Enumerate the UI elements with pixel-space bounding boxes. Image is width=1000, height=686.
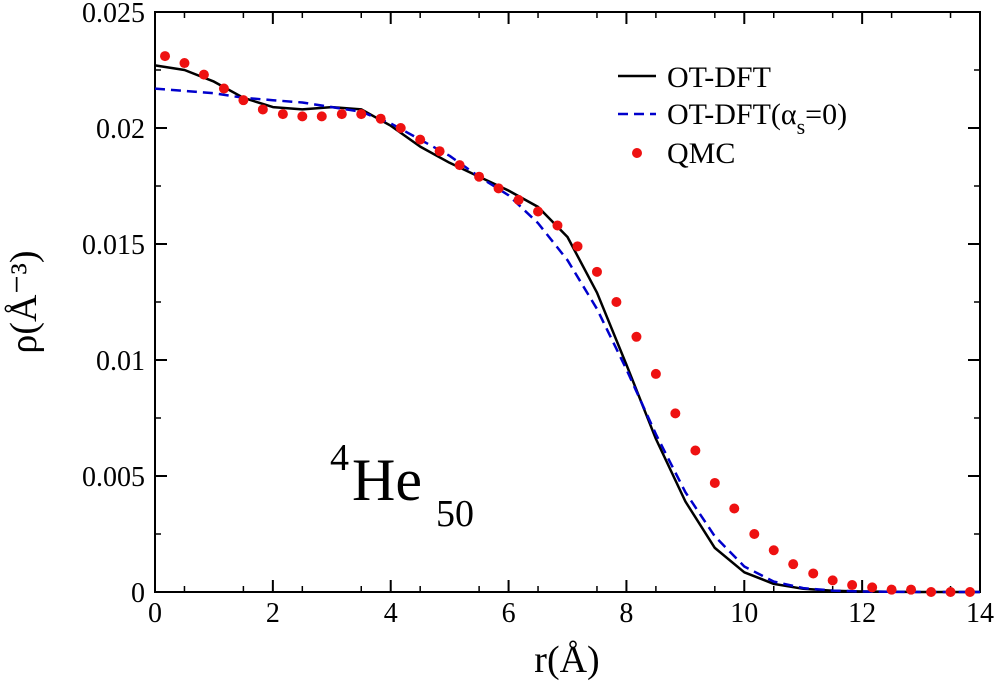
x-tick-label: 6 <box>502 598 516 629</box>
qmc-point <box>867 582 878 593</box>
qmc-point <box>552 220 563 231</box>
qmc-point <box>257 104 268 115</box>
qmc-point <box>906 584 917 595</box>
qmc-point <box>316 111 327 122</box>
qmc-point <box>886 584 897 595</box>
y-axis: 0 0.005 0.01 0.015 0.02 0.025 <box>82 0 980 609</box>
legend-label-ot-dft-alpha: OT-DFT(αs=0) <box>667 98 847 139</box>
legend-label-qmc: QMC <box>667 137 735 170</box>
qmc-point <box>631 331 642 342</box>
plot-frame <box>154 11 981 593</box>
y-tick-label: 0.025 <box>82 0 145 29</box>
qmc-point <box>847 580 858 591</box>
qmc-point <box>513 194 524 205</box>
x-tick-label: 4 <box>384 598 398 629</box>
annotation-superscript: 4 <box>330 437 349 479</box>
qmc-point <box>238 95 249 106</box>
ot-dft-alpha-zero-line <box>154 87 980 594</box>
qmc-point <box>768 545 779 556</box>
y-tick-label: 0 <box>131 578 145 609</box>
qmc-point <box>788 559 799 570</box>
legend: OT-DFT OT-DFT(αs=0) QMC <box>618 61 847 170</box>
x-tick-label: 12 <box>848 598 876 629</box>
x-tick-label: 2 <box>266 598 280 629</box>
qmc-point <box>198 69 209 80</box>
legend-swatch-qmc <box>632 148 642 158</box>
qmc-point <box>375 113 386 124</box>
qmc-point <box>297 111 308 122</box>
qmc-point <box>336 109 347 120</box>
qmc-point <box>591 266 602 277</box>
qmc-point <box>945 587 956 597</box>
qmc-point <box>611 297 622 307</box>
qmc-point <box>670 408 681 419</box>
qmc-point <box>808 568 819 579</box>
qmc-point <box>356 109 367 120</box>
qmc-point <box>434 146 445 157</box>
qmc-point <box>474 171 485 182</box>
qmc-point <box>650 368 661 379</box>
cluster-annotation: 4 He 50 <box>330 437 474 535</box>
qmc-point <box>709 477 720 488</box>
qmc-point <box>415 134 426 145</box>
legend-label-ot-dft: OT-DFT <box>667 61 771 94</box>
x-tick-label: 0 <box>148 598 162 629</box>
x-tick-label: 10 <box>730 598 758 629</box>
x-tick-label: 14 <box>966 598 994 629</box>
qmc-point <box>493 183 504 194</box>
qmc-point <box>926 587 937 597</box>
y-tick-label: 0.01 <box>96 346 145 377</box>
qmc-point <box>395 123 406 133</box>
annotation-main: He <box>352 447 422 513</box>
qmc-point <box>533 206 544 217</box>
qmc-point <box>964 587 975 597</box>
qmc-point <box>454 160 465 171</box>
series-layer <box>154 51 980 597</box>
qmc-point <box>160 51 171 62</box>
x-axis-label: r(Å) <box>534 639 599 681</box>
qmc-point <box>729 503 740 514</box>
qmc-point <box>690 445 701 456</box>
y-tick-label: 0.005 <box>82 462 145 493</box>
qmc-point <box>749 529 760 539</box>
y-tick-label: 0.015 <box>82 230 145 261</box>
y-tick-label: 0.02 <box>96 114 145 145</box>
qmc-point <box>277 109 288 120</box>
ot-dft-line <box>154 64 980 594</box>
annotation-subscript: 50 <box>436 493 474 535</box>
qmc-point <box>218 83 229 94</box>
qmc-point <box>827 575 838 586</box>
qmc-point <box>572 241 583 252</box>
qmc-point <box>179 58 190 69</box>
x-axis: 0 2 4 6 8 10 12 14 <box>148 12 994 629</box>
y-axis-label: ρ(Å⁻³) <box>3 250 45 353</box>
x-tick-label: 8 <box>619 598 633 629</box>
